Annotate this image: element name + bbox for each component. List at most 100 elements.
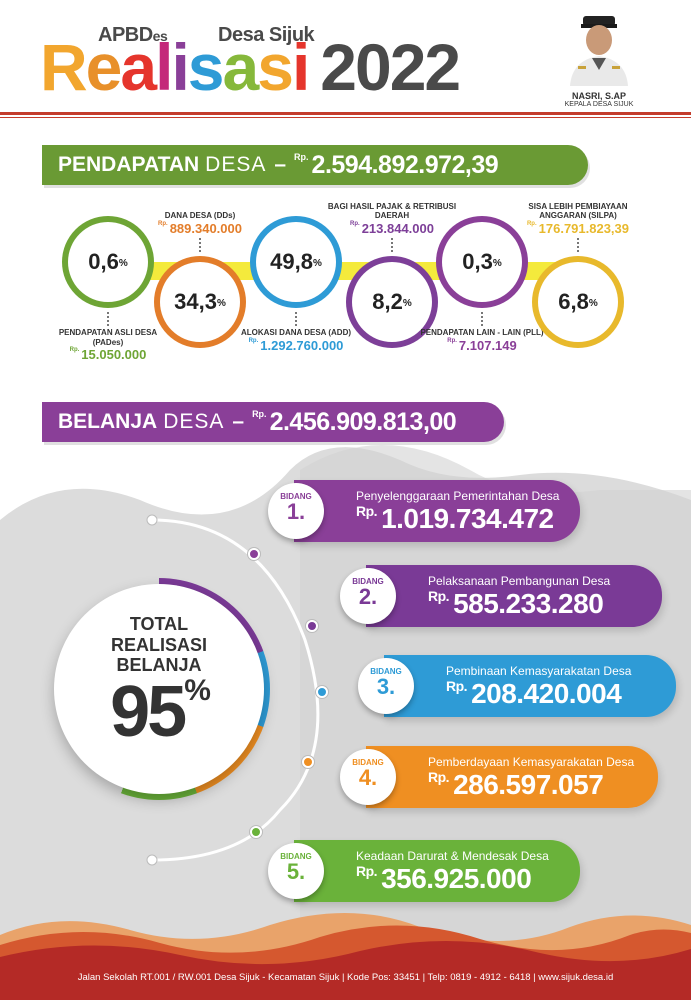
- village-label: Desa Sijuk: [218, 24, 315, 46]
- spending-word1: BELANJA: [58, 410, 158, 433]
- income-connector-dots: [577, 238, 579, 252]
- bidang-badge: BIDANG 3.: [358, 658, 414, 714]
- bidang-pill: Keadaan Darurat & Mendesak Desa Rp. 356.92…: [294, 840, 580, 902]
- spending-dash: –: [232, 410, 245, 433]
- title-letter: i: [171, 30, 189, 104]
- income-percentage: 8,2%: [352, 262, 432, 342]
- bidang-badge: BIDANG 5.: [268, 843, 324, 899]
- spending-total: 2.456.909.813,00: [269, 407, 457, 436]
- income-percentage: 34,3%: [160, 262, 240, 342]
- bidang-number: 5.: [286, 859, 306, 884]
- bidang-label: BIDANG: [352, 577, 384, 586]
- income-word2: DESA: [205, 153, 267, 176]
- bidang-amount: Rp. 208.420.004: [446, 678, 622, 709]
- income-item-info: BAGI HASIL PAJAK & RETRIBUSI DAERAH Rp. 21…: [327, 202, 457, 254]
- income-connector-dots: [481, 312, 483, 326]
- bidang-amount: Rp. 356.925.000: [356, 863, 532, 894]
- bidang-name: Pembinaan Kemasyarakatan Desa: [446, 664, 632, 678]
- title-letter: s: [187, 30, 225, 104]
- bidang-label: BIDANG: [280, 852, 312, 861]
- spending-word2: DESA: [163, 410, 225, 433]
- title-letter: R: [40, 30, 88, 104]
- bidang-pill: Pembinaan Kemasyarakatan Desa Rp. 208.420.…: [384, 655, 676, 717]
- title-realisasi: Realisasi: [40, 30, 310, 104]
- income-ring: 34,3%: [154, 256, 246, 348]
- bidang-number: 3.: [376, 674, 396, 699]
- spending-arc: [146, 514, 320, 866]
- bidang-name: Keadaan Darurat & Mendesak Desa: [356, 849, 549, 863]
- total-line2: REALISASI: [110, 634, 207, 655]
- income-label: PENDAPATAN ASLI DESA (PADes): [58, 328, 158, 347]
- header-divider: [0, 112, 691, 115]
- income-label: DANA DESA (DDs): [164, 211, 236, 221]
- income-ring: 6,8%: [532, 256, 624, 348]
- income-word1: PENDAPATAN: [58, 153, 200, 176]
- spending-node: [316, 686, 328, 698]
- income-banner: PENDAPATAN DESA – Rp. 2.594.892.972,39: [42, 145, 588, 185]
- income-amount: Rp. 7.107.149: [447, 337, 517, 353]
- income-percentage: 0,6%: [68, 222, 148, 302]
- bidang-badge: BIDANG 4.: [340, 749, 396, 805]
- spending-banner: BELANJA DESA – Rp. 2.456.909.813,00: [42, 402, 504, 442]
- bidang-pill: Pelaksanaan Pembangunan Desa Rp. 585.233.2…: [366, 565, 662, 627]
- income-amount: Rp. 889.340.000: [158, 221, 242, 236]
- income-percentage: 0,3%: [442, 222, 522, 302]
- income-amount: Rp. 213.844.000: [350, 221, 434, 236]
- income-connector-dots: [295, 312, 297, 326]
- income-label: SISA LEBIH PEMBIAYAAN ANGGARAN (SILPA): [528, 201, 628, 221]
- spending-node: [250, 826, 262, 838]
- official-role: KEPALA DESA SIJUK: [564, 101, 634, 108]
- spending-node: [306, 620, 318, 632]
- income-item-info: DANA DESA (DDs) Rp. 889.340.000: [135, 211, 265, 254]
- income-item-info: PENDAPATAN ASLI DESA (PADes) Rp. 15.050.00…: [43, 310, 173, 362]
- bidang-amount: Rp. 585.233.280: [428, 588, 604, 619]
- title-letter: l: [155, 30, 173, 104]
- income-label: BAGI HASIL PAJAK & RETRIBUSI DAERAH: [327, 201, 457, 221]
- income-ring: 8,2%: [346, 256, 438, 348]
- income-ring: 0,3%: [436, 216, 528, 308]
- official-name: NASRI, S.AP: [571, 91, 626, 101]
- title-letter: e: [85, 30, 123, 104]
- total-line1: TOTAL: [129, 614, 189, 634]
- income-amount: Rp. 1.292.760.000: [248, 337, 344, 353]
- income-dash: –: [274, 153, 287, 176]
- income-total: 2.594.892.972,39: [311, 150, 499, 179]
- spending-node: [302, 756, 314, 768]
- income-connector-dots: [107, 312, 109, 326]
- title-letter: a: [120, 30, 157, 104]
- income-percentage: 49,8%: [256, 222, 336, 302]
- bidang-name: Penyelenggaraan Pemerintahan Desa: [356, 489, 560, 503]
- spending-node: [248, 548, 260, 560]
- page-title: Realisasi 2022: [40, 34, 461, 100]
- income-item-info: PENDAPATAN LAIN - LAIN (PLL) Rp. 7.107.149: [417, 310, 547, 353]
- total-realisasi-circle: TOTAL REALISASI BELANJA 95%: [54, 584, 264, 794]
- total-line3: BELANJA: [116, 655, 202, 676]
- income-ring: 49,8%: [250, 216, 342, 308]
- income-rp: Rp.: [294, 152, 309, 162]
- income-connector-dots: [199, 238, 201, 252]
- bidang-badge: BIDANG 1.: [268, 483, 324, 539]
- title-letter: a: [222, 30, 260, 104]
- title-letter: i: [291, 30, 310, 104]
- income-item-info: SISA LEBIH PEMBIAYAAN ANGGARAN (SILPA) Rp…: [513, 202, 643, 254]
- bidang-number: 4.: [358, 765, 378, 790]
- income-amount: Rp. 176.791.823,39: [526, 221, 630, 236]
- income-ring: 0,6%: [62, 216, 154, 308]
- income-label: PENDAPATAN LAIN - LAIN (PLL): [420, 328, 544, 337]
- footer-contact: Jalan Sekolah RT.001 / RW.001 Desa Sijuk…: [77, 972, 614, 983]
- income-percentage: 6,8%: [538, 262, 618, 342]
- bidang-amount: Rp. 1.019.734.472: [356, 503, 554, 534]
- footer-waves: [0, 912, 691, 1000]
- bidang-number: 2.: [358, 584, 378, 609]
- apbdes-label: APBDes: [98, 24, 168, 46]
- official-portrait: NASRI, S.AP KEPALA DESA SIJUK: [556, 10, 642, 110]
- bidang-name: Pelaksanaan Pembangunan Desa: [428, 574, 611, 588]
- income-connector-dots: [391, 238, 393, 252]
- income-label: ALOKASI DANA DESA (ADD): [240, 328, 352, 337]
- header-divider-thin: [0, 117, 691, 118]
- spending-rp: Rp.: [252, 409, 267, 419]
- bidang-pill: Penyelenggaraan Pemerintahan Desa Rp. 1.01…: [294, 480, 580, 542]
- bidang-label: BIDANG: [370, 667, 402, 676]
- official-photo-icon: [570, 16, 628, 86]
- bidang-badge: BIDANG 2.: [340, 568, 396, 624]
